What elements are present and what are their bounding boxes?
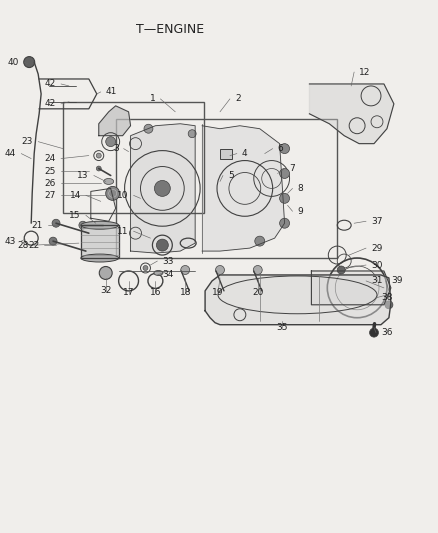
Circle shape xyxy=(279,144,290,154)
Text: 7: 7 xyxy=(290,164,295,173)
Text: 25: 25 xyxy=(45,167,56,176)
Text: 18: 18 xyxy=(180,288,191,297)
Circle shape xyxy=(188,130,196,138)
Bar xyxy=(116,119,337,258)
Polygon shape xyxy=(311,271,391,305)
Text: 23: 23 xyxy=(22,137,33,146)
Text: 37: 37 xyxy=(371,217,382,226)
Text: 42: 42 xyxy=(45,99,56,108)
Circle shape xyxy=(279,168,290,179)
Circle shape xyxy=(96,153,101,158)
Bar xyxy=(63,102,204,213)
Circle shape xyxy=(99,266,112,279)
Circle shape xyxy=(253,265,262,274)
Text: 31: 31 xyxy=(371,277,382,286)
Circle shape xyxy=(49,237,57,245)
Circle shape xyxy=(96,166,101,171)
Circle shape xyxy=(143,265,148,270)
Text: T—ENGINE: T—ENGINE xyxy=(135,23,204,36)
Circle shape xyxy=(181,265,190,274)
Polygon shape xyxy=(131,124,195,253)
Text: 1: 1 xyxy=(150,94,155,103)
Polygon shape xyxy=(309,84,394,144)
Ellipse shape xyxy=(81,221,119,229)
Text: 32: 32 xyxy=(100,286,111,295)
Text: 30: 30 xyxy=(371,261,382,270)
Circle shape xyxy=(255,236,265,246)
Text: 13: 13 xyxy=(78,171,89,180)
Text: 29: 29 xyxy=(371,244,382,253)
Text: 24: 24 xyxy=(45,154,56,163)
Circle shape xyxy=(155,181,170,196)
Circle shape xyxy=(385,301,393,309)
Circle shape xyxy=(279,193,290,203)
Circle shape xyxy=(279,218,290,228)
Text: 4: 4 xyxy=(242,149,247,158)
Text: 16: 16 xyxy=(150,288,161,297)
Text: 10: 10 xyxy=(117,191,129,200)
Text: 41: 41 xyxy=(106,87,117,96)
Polygon shape xyxy=(99,106,131,136)
Circle shape xyxy=(215,265,224,274)
Text: 28: 28 xyxy=(18,240,29,249)
Circle shape xyxy=(52,219,60,227)
Text: 36: 36 xyxy=(381,328,392,337)
Text: 5: 5 xyxy=(228,171,234,180)
Circle shape xyxy=(106,187,120,200)
Text: 3: 3 xyxy=(113,144,119,153)
Circle shape xyxy=(370,328,378,337)
Text: 43: 43 xyxy=(5,237,16,246)
Text: 27: 27 xyxy=(45,191,56,200)
Text: 39: 39 xyxy=(391,277,403,286)
Text: 40: 40 xyxy=(8,58,19,67)
Text: 26: 26 xyxy=(45,179,56,188)
Polygon shape xyxy=(205,275,391,325)
Text: 11: 11 xyxy=(117,227,129,236)
Text: 21: 21 xyxy=(32,221,43,230)
Text: 44: 44 xyxy=(5,149,16,158)
Text: 9: 9 xyxy=(297,207,303,216)
Ellipse shape xyxy=(81,254,119,262)
Circle shape xyxy=(106,136,116,147)
Circle shape xyxy=(156,239,168,251)
Text: 8: 8 xyxy=(297,184,303,193)
Text: 2: 2 xyxy=(235,94,240,103)
Text: 20: 20 xyxy=(252,288,263,297)
Text: 12: 12 xyxy=(359,68,371,77)
Ellipse shape xyxy=(104,179,114,184)
Circle shape xyxy=(24,56,35,68)
Text: 35: 35 xyxy=(276,323,287,332)
Text: 17: 17 xyxy=(123,288,134,297)
Circle shape xyxy=(337,266,345,274)
Text: 19: 19 xyxy=(212,288,224,297)
Bar xyxy=(220,149,232,158)
Text: 42: 42 xyxy=(45,79,56,88)
Circle shape xyxy=(144,124,153,133)
Text: 38: 38 xyxy=(381,293,392,302)
Text: 34: 34 xyxy=(162,270,174,279)
Text: 33: 33 xyxy=(162,256,174,265)
Circle shape xyxy=(79,221,87,229)
Text: 14: 14 xyxy=(70,191,81,200)
Polygon shape xyxy=(81,225,119,258)
Ellipse shape xyxy=(154,270,163,276)
Text: 22: 22 xyxy=(28,240,39,249)
Text: 6: 6 xyxy=(278,144,283,153)
Text: 15: 15 xyxy=(69,211,81,220)
Polygon shape xyxy=(202,126,285,251)
